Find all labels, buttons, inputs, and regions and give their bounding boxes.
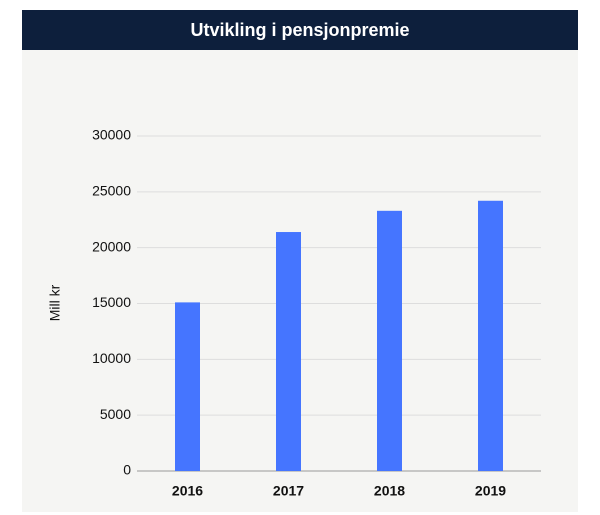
y-axis-label: Mill kr (47, 284, 63, 321)
bar (478, 200, 503, 471)
bar (175, 302, 200, 471)
x-tick-label: 2019 (475, 483, 506, 499)
x-tick-label: 2016 (172, 483, 203, 499)
header-bar (22, 10, 578, 50)
bar (276, 232, 301, 471)
chart-title: Utvikling i pensjonpremie (190, 20, 409, 40)
y-tick-label: 30000 (92, 127, 131, 143)
y-tick-label: 0 (123, 462, 131, 478)
x-tick-label: 2017 (273, 483, 304, 499)
y-tick-label: 25000 (92, 183, 131, 199)
y-tick-label: 15000 (92, 294, 131, 310)
y-tick-label: 5000 (100, 406, 131, 422)
y-tick-label: 20000 (92, 238, 131, 254)
x-tick-label: 2018 (374, 483, 405, 499)
y-tick-label: 10000 (92, 350, 131, 366)
bar (377, 210, 402, 472)
